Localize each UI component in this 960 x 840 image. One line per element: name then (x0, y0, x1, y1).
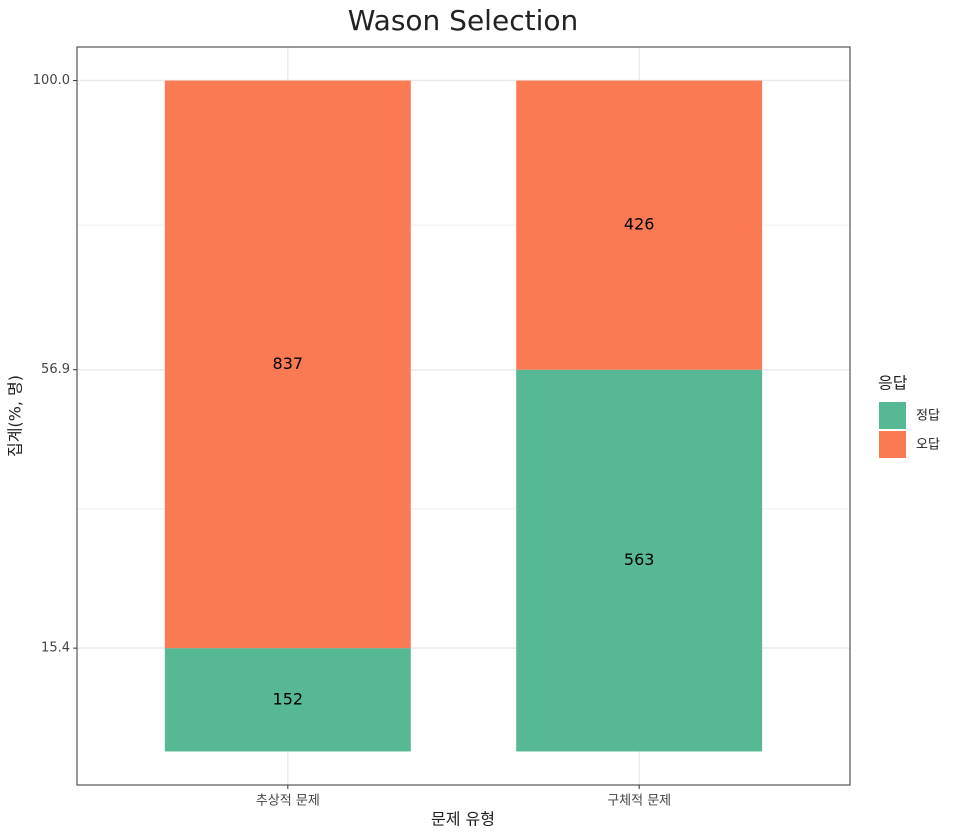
legend-label: 오답 (916, 438, 940, 453)
y-tick-label: 100.0 (33, 73, 70, 88)
bar-segment (516, 80, 763, 370)
data-label: 152 (273, 689, 304, 708)
data-label: 837 (273, 354, 304, 373)
x-axis-label: 문제 유형 (431, 810, 495, 829)
y-tick-label: 15.4 (41, 641, 70, 656)
legend-key (879, 431, 906, 458)
data-label: 426 (624, 215, 655, 234)
legend-key (879, 402, 906, 429)
legend-title: 응답 (878, 374, 908, 393)
x-tick-label: 추상적 문제 (256, 794, 320, 809)
bar-segment (164, 80, 411, 649)
panel-border (76, 46, 851, 786)
y-tick-label: 56.9 (41, 362, 70, 377)
legend-label: 정답 (916, 409, 940, 424)
x-tick-label: 구체적 문제 (607, 794, 671, 809)
bar-segment (164, 648, 411, 752)
chart-title: Wason Selection (348, 4, 578, 37)
y-axis-label: 집계(%, 명) (6, 375, 25, 457)
bar-segment (516, 369, 763, 752)
data-label: 563 (624, 550, 655, 569)
